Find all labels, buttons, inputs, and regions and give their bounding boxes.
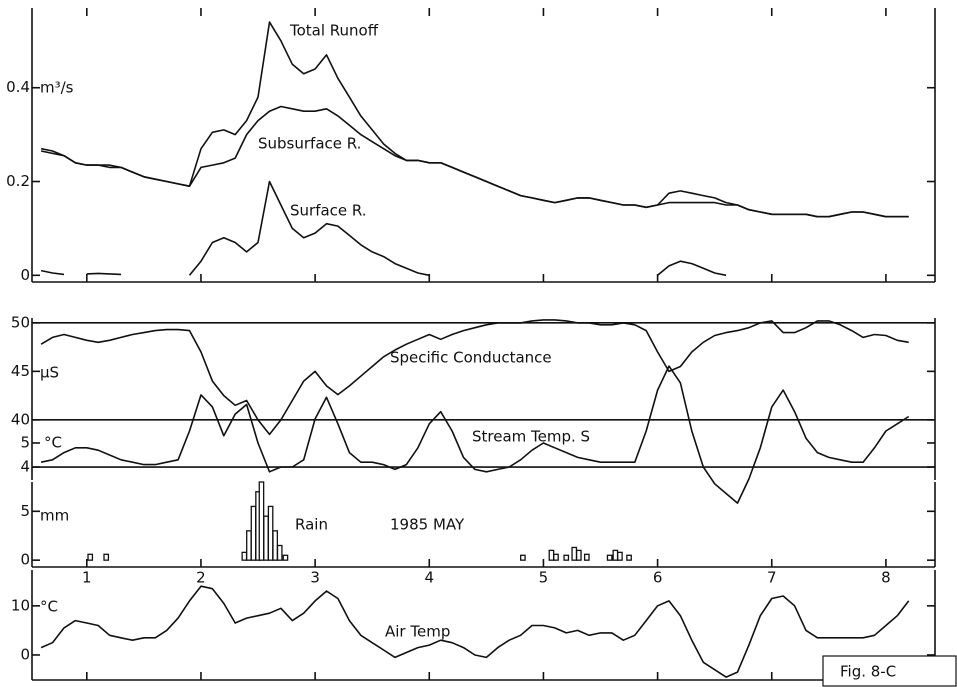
bar [520,554,526,561]
series-line [40,105,909,218]
bar [282,554,289,561]
x-tick-label: 1 [82,569,92,587]
bar [246,530,252,561]
y-tick-label: 10 [11,596,30,614]
bar [258,481,265,561]
figure-label-box [822,655,957,687]
bar [250,505,257,561]
series-label: Air Temp [385,623,450,641]
bar [571,546,578,561]
y-axis-label: m³/s [40,79,74,97]
bar [272,530,279,561]
y2-tick-label: 4 [20,458,30,476]
bar [612,549,619,561]
bar [553,553,559,561]
annotation: 1985 MAY [390,516,465,534]
bar [548,549,555,561]
y-tick-label: 50 [11,313,30,331]
y-tick-label: 40 [11,410,30,428]
y-tick-label: 0 [20,551,30,569]
y-tick-label: 5 [20,502,30,520]
bar [583,553,590,561]
bar [606,554,613,561]
bar [575,549,582,561]
bar [276,544,283,561]
y-tick-label: 0.2 [6,172,30,190]
series-line [40,21,909,218]
y-tick-label: 45 [11,362,30,380]
x-tick-label: 8 [881,569,891,587]
y-axis-label: µS [40,364,59,382]
x-tick-label: 3 [310,569,320,587]
y-tick-label: 0.4 [6,78,30,96]
bar [267,505,274,561]
y2-axis-label: °C [44,434,62,452]
y2-tick-label: 5 [20,433,30,451]
bar [263,515,269,561]
bar [241,551,248,561]
series-line [40,319,909,436]
series-label: Stream Temp. S [472,428,590,446]
x-tick-label: 7 [767,569,777,587]
series-line [40,180,727,277]
series-label: Total Runoff [289,22,379,40]
bar [617,551,623,561]
x-tick-label: 6 [653,569,663,587]
figure-label: Fig. 8-C [840,663,896,681]
y-tick-label: 0 [20,645,30,663]
series-line [40,365,910,504]
bar [563,554,570,561]
series-label: Subsurface R. [258,135,361,153]
bar [103,553,110,561]
series-line [40,585,910,678]
x-tick-label: 2 [196,569,206,587]
bar [626,554,632,561]
series-label: Surface R. [290,202,367,220]
y-axis-label: mm [40,507,69,525]
series-label: Specific Conductance [390,349,552,367]
series-label: Rain [295,516,328,534]
y-tick-label: 0 [20,266,30,284]
x-tick-label: 4 [425,569,435,587]
x-tick-label: 5 [539,569,549,587]
y-axis-label: °C [40,598,58,616]
bar [87,553,94,561]
